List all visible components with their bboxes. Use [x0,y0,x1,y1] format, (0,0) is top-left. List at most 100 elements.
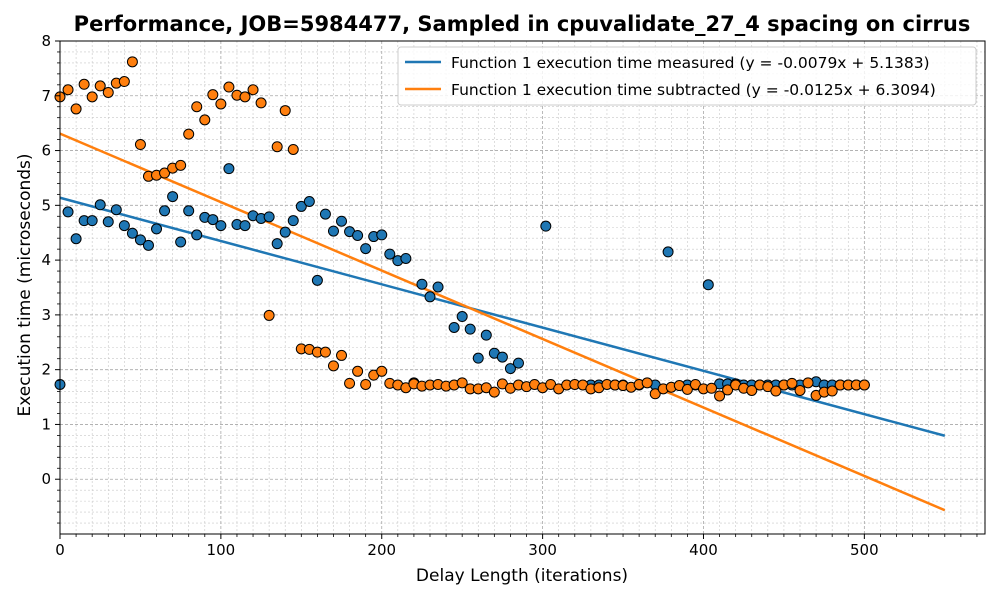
data-point-subtracted [786,377,798,389]
data-point-subtracted [199,114,211,126]
data-point-subtracted [649,388,661,400]
data-point-measured [191,229,203,241]
data-point-measured [464,323,476,335]
data-point-measured [448,321,460,333]
x-axis-label: Delay Length (iterations) [416,566,628,586]
data-point-subtracted [239,91,251,103]
fit-line-subtracted [59,132,946,512]
data-point-subtracted [287,143,299,155]
data-point-subtracted [183,128,195,140]
data-point-subtracted [215,98,227,110]
data-point-measured [271,238,283,250]
data-point-subtracted [714,390,726,402]
data-point-subtracted [191,101,203,113]
fit-lines [59,132,946,512]
data-point-measured [159,205,171,217]
data-point-measured [327,225,339,237]
data-point-subtracted [858,379,870,391]
data-point-measured [336,215,348,227]
x-tick-label: 200 [367,541,396,559]
data-point-subtracted [62,84,74,96]
data-point-measured [319,208,331,220]
data-point-measured [183,205,195,217]
data-point-subtracted [271,141,283,153]
data-point-measured [496,351,508,363]
data-point-subtracted [134,139,146,151]
data-point-subtracted [826,385,838,397]
y-tick-label: 5 [41,196,51,214]
data-point-subtracted [488,386,500,398]
data-point-subtracted [352,365,364,377]
data-point-measured [126,227,138,239]
y-axis-label: Execution time (microseconds) [15,153,35,416]
data-point-measured [456,311,468,323]
data-point-subtracted [223,81,235,93]
data-point-subtracted [802,377,814,389]
data-point-measured [287,215,299,227]
data-point-subtracted [175,159,187,171]
data-point-measured [142,239,154,251]
data-point-measured [110,204,122,216]
data-point-measured [360,243,372,255]
x-tick-label: 400 [689,541,718,559]
data-point-measured [86,215,98,227]
data-point-subtracted [159,167,171,179]
data-point-subtracted [681,383,693,395]
data-point-measured [540,220,552,232]
data-point-subtracted [319,346,331,358]
data-point-measured [376,229,388,241]
data-point-subtracted [746,384,758,396]
legend-entry-subtracted: Function 1 execution time subtracted (y … [451,81,936,99]
data-point-measured [279,226,291,238]
data-point-measured [175,236,187,248]
data-point-subtracted [456,377,468,389]
x-tick-label: 500 [850,541,879,559]
data-point-measured [263,211,275,223]
data-point-subtracted [118,76,130,88]
y-tick-label: 0 [41,470,51,488]
data-point-measured [311,274,323,286]
data-point-measured [400,252,412,264]
plot-area-frame [59,40,986,535]
data-point-subtracted [344,377,356,389]
data-point-subtracted [360,378,372,390]
data-point-subtracted [263,309,275,321]
data-point-measured [662,246,674,258]
legend-entry-measured: Function 1 execution time measured (y = … [451,54,930,72]
data-point-measured [432,281,444,293]
y-tick-label: 8 [41,32,51,50]
data-point-subtracted [770,385,782,397]
data-point-subtracted [722,384,734,396]
data-point-subtracted [94,80,106,92]
data-point-subtracted [78,78,90,90]
data-point-measured [295,200,307,212]
data-point-subtracted [794,384,806,396]
data-point-measured [512,357,524,369]
data-points [54,56,870,402]
data-point-measured [94,199,106,211]
data-point-subtracted [70,103,82,115]
data-point-measured [207,214,219,226]
data-point-subtracted [86,91,98,103]
y-tick-label: 2 [41,361,51,379]
data-point-measured [102,216,114,228]
y-tick-label: 7 [41,87,51,105]
data-point-measured [480,329,492,341]
data-point-subtracted [641,377,653,389]
y-tick-label: 4 [41,251,51,269]
y-tick-label: 6 [41,142,51,160]
data-point-measured [472,352,484,364]
data-point-measured [62,206,74,218]
data-point-subtracted [207,89,219,101]
x-tick-label: 0 [55,541,65,559]
data-point-measured [424,291,436,303]
axis-ticks: 0 100 200 300 400 500 0 1 2 3 4 5 6 7 8 [41,32,978,559]
fit-line-measured [59,196,946,437]
data-point-subtracted [376,365,388,377]
data-point-subtracted [102,86,114,98]
data-point-measured [303,195,315,207]
legend: Function 1 execution time measured (y = … [397,46,977,106]
data-point-measured [223,163,235,175]
data-point-measured [504,363,516,375]
y-tick-label: 3 [41,306,51,324]
